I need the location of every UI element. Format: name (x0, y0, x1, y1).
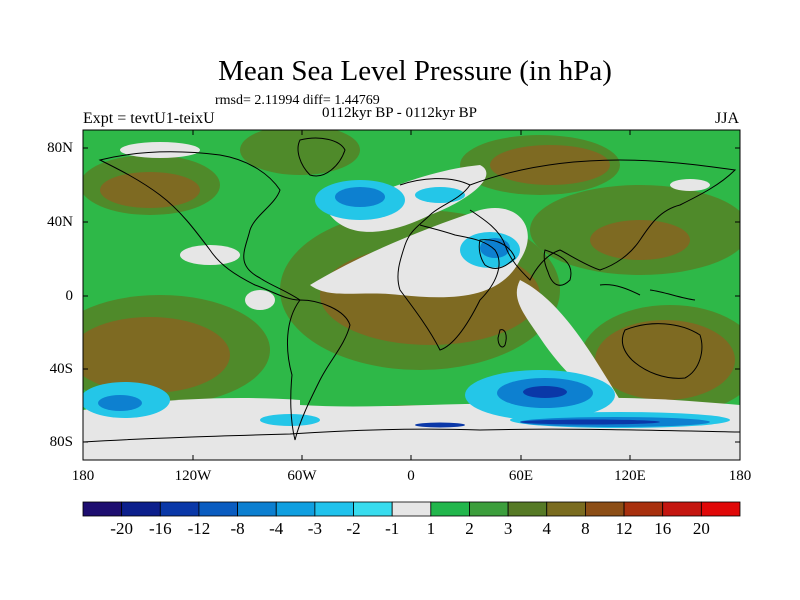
colorbar-box (353, 501, 393, 517)
colorbar-label: -2 (346, 519, 361, 538)
colorbar-label: 20 (692, 519, 710, 538)
lon-label-60w: 60W (287, 468, 317, 484)
colorbar-box (546, 501, 586, 517)
lat-label-80n: 80N (47, 140, 73, 156)
neutral-regions (83, 142, 740, 460)
season-label: JJA (715, 110, 740, 127)
lon-label-60e: 60E (508, 468, 534, 484)
colorbar-box (623, 501, 664, 517)
lat-label-40s: 40S (49, 361, 73, 377)
colorbar-box (662, 501, 702, 517)
lon-label-120w: 120W (174, 468, 212, 484)
period-subtitle: 0112kyr BP - 0112kyr BP (322, 105, 478, 121)
colorbar-box (391, 501, 432, 517)
colorbar-box (82, 501, 123, 517)
lon-label-0: 0 (407, 468, 415, 484)
colorbar-label: -1 (385, 519, 400, 538)
lat-label-80s: 80S (49, 434, 73, 450)
colorbar-box (700, 501, 741, 517)
colorbar-box (198, 501, 238, 517)
lon-label-180e: 180 (728, 468, 752, 484)
colorbar-label: -3 (307, 519, 322, 538)
colorbar-box (314, 501, 354, 517)
colorbar-label: 2 (465, 519, 474, 538)
colorbar-label: -4 (269, 519, 284, 538)
colorbar-box (507, 501, 548, 517)
colorbar-box (469, 501, 509, 517)
colorbar-label: 16 (654, 519, 672, 538)
colorbar-label: 4 (542, 519, 552, 538)
colorbar-label: -16 (148, 519, 172, 538)
colorbar-box (237, 501, 277, 517)
map-title: Mean Sea Level Pressure (in hPa) (218, 55, 612, 87)
colorbar-box (159, 501, 200, 517)
lon-label-180w: 180 (71, 468, 95, 484)
deep-blue-low-regions (415, 386, 660, 428)
colorbar-label: -8 (230, 519, 245, 538)
lat-label-0: 0 (65, 288, 74, 304)
stats-text: rmsd= 2.11994 diff= 1.44769 (215, 93, 380, 108)
colorbar-box (430, 501, 470, 517)
colorbar-label: 1 (426, 519, 436, 538)
experiment-label: Expt = tevtU1-teixU (83, 110, 215, 127)
colorbar-label: 12 (615, 519, 633, 538)
axis-ticks (83, 130, 740, 460)
colorbar-label: -12 (187, 519, 211, 538)
lon-label-120e: 120E (614, 468, 646, 484)
colorbar-label: 3 (503, 519, 513, 538)
colorbar-label: -20 (110, 519, 133, 538)
lat-label-40n: 40N (47, 214, 73, 230)
coastlines (83, 137, 740, 443)
colorbar-box (275, 501, 316, 517)
colorbar-label: 8 (581, 519, 590, 538)
colorbar-box (585, 501, 625, 517)
colorbar-box (121, 501, 161, 517)
